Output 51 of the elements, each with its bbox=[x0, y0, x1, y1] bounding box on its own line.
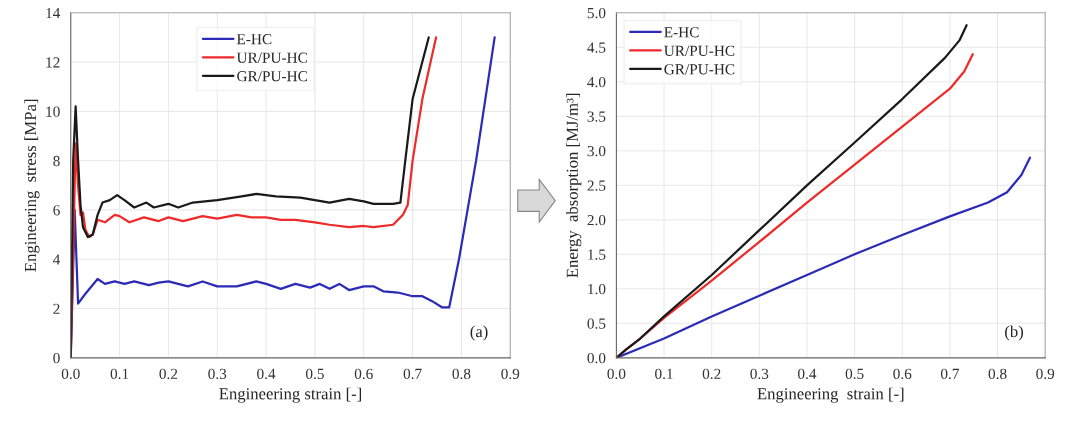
y-tick-label: 0.0 bbox=[587, 352, 606, 364]
y-tick-label: 1.0 bbox=[588, 283, 606, 295]
x-tick-label: 0.3 bbox=[208, 368, 227, 380]
x-tick-label: 0.4 bbox=[257, 368, 276, 380]
legend-label: GR/PU-HC bbox=[237, 71, 307, 82]
x-tick-label: 0.8 bbox=[988, 368, 1007, 380]
x-tick-label: 0.9 bbox=[1036, 368, 1055, 380]
y-tick-label: 5.0 bbox=[587, 7, 606, 19]
x-tick-label: 0.8 bbox=[452, 368, 471, 380]
x-tick-label: 0.5 bbox=[845, 368, 864, 380]
y-axis-title: Energy absorption [MJ/m³] bbox=[566, 93, 582, 278]
y-tick-label: 10 bbox=[46, 106, 60, 117]
x-tick-label: 0.1 bbox=[655, 368, 673, 380]
x-tick-label: 0.7 bbox=[940, 368, 960, 380]
y-tick-label: 12 bbox=[46, 57, 60, 68]
y-tick-label: 1.5 bbox=[588, 249, 606, 260]
x-tick-label: 0.2 bbox=[702, 368, 721, 380]
y-tick-label: 4 bbox=[52, 254, 61, 265]
legend-label: E-HC bbox=[664, 27, 699, 38]
annotation: (b) bbox=[1005, 325, 1024, 341]
x-tick-label: 0.6 bbox=[354, 368, 373, 380]
x-tick-label: 0.9 bbox=[501, 368, 520, 380]
x-tick-label: 0.2 bbox=[159, 368, 178, 380]
y-tick-label: 2.5 bbox=[587, 180, 606, 191]
y-tick-label: 4.0 bbox=[587, 76, 606, 88]
x-tick-label: 0.1 bbox=[110, 368, 129, 380]
x-tick-label: 0.3 bbox=[750, 368, 769, 380]
x-tick-label: 0.4 bbox=[798, 368, 817, 380]
y-axis-title: Engineering stress [MPa] bbox=[24, 99, 40, 272]
y-tick-label: 0.5 bbox=[587, 318, 606, 329]
y-tick-label: 4.5 bbox=[587, 42, 606, 53]
y-tick-label: 6 bbox=[53, 205, 60, 216]
x-tick-label: 0.6 bbox=[893, 368, 912, 380]
y-tick-label: 14 bbox=[46, 8, 61, 19]
y-tick-label: 8 bbox=[53, 155, 60, 167]
x-tick-label: 0.0 bbox=[61, 368, 80, 380]
x-tick-label: 0.0 bbox=[607, 368, 626, 380]
y-tick-label: 2 bbox=[53, 303, 60, 314]
legend-label: UR/PU-HC bbox=[236, 52, 307, 63]
x-axis-title: Engineering strain [-] bbox=[219, 387, 362, 403]
legend-label: E-HC bbox=[236, 34, 272, 45]
y-tick-label: 0 bbox=[53, 352, 60, 364]
legend-label: UR/PU-HC bbox=[664, 45, 735, 56]
x-tick-label: 0.7 bbox=[403, 368, 422, 380]
y-tick-label: 3.0 bbox=[587, 145, 606, 157]
y-tick-label: 3.5 bbox=[587, 111, 606, 122]
legend-label: GR/PU-HC bbox=[664, 64, 735, 75]
y-tick-label: 2.0 bbox=[587, 214, 606, 226]
x-axis-title: Engineering strain [-] bbox=[757, 387, 904, 403]
annotation: (a) bbox=[470, 325, 488, 341]
x-tick-label: 0.5 bbox=[305, 368, 324, 380]
